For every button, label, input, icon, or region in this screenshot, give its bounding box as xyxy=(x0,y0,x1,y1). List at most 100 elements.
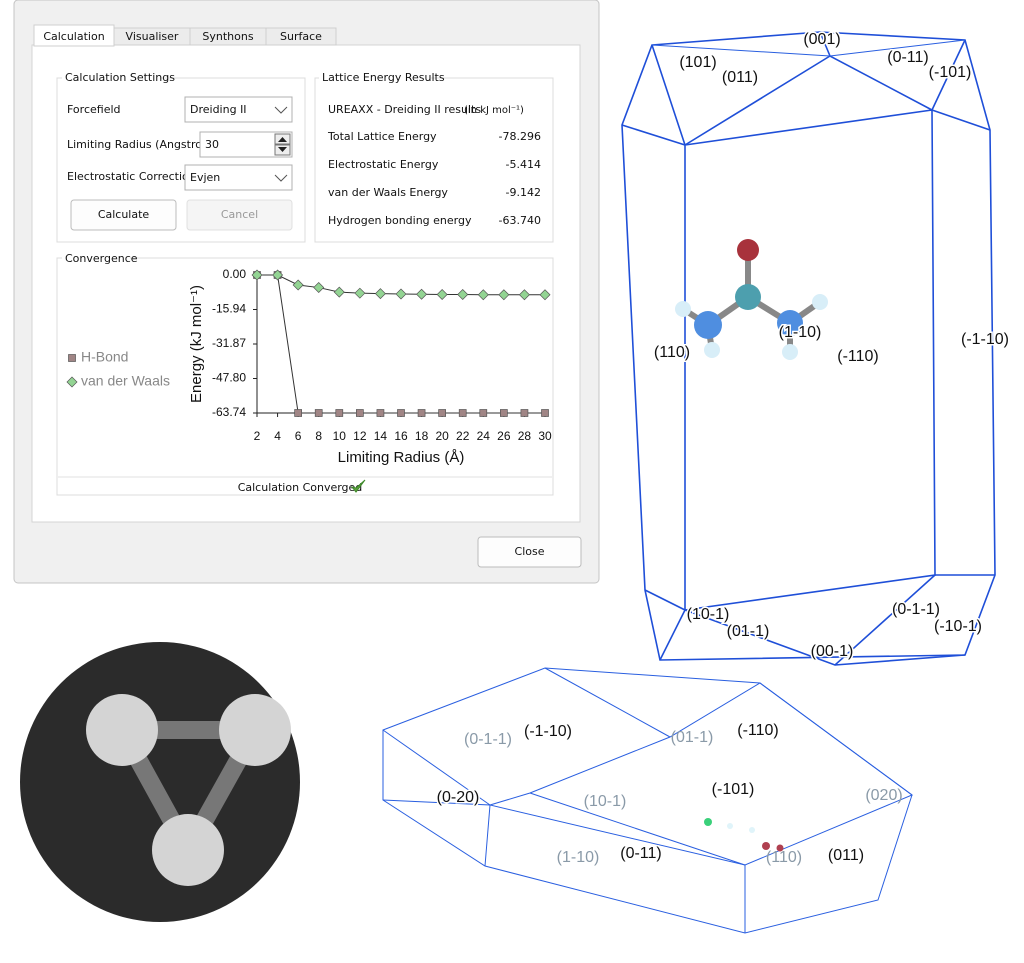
cancel-button[interactable] xyxy=(186,199,293,231)
group-title: Lattice Energy Results xyxy=(322,71,445,84)
check-icon xyxy=(350,479,366,493)
data-point xyxy=(376,409,385,417)
result-label: Hydrogen bonding energy xyxy=(328,214,472,227)
y-tick-label: -31.87 xyxy=(212,336,246,350)
face-label: (020) xyxy=(865,787,902,804)
group-title-bg xyxy=(319,72,431,84)
face-label: (01-1) xyxy=(727,623,770,640)
face-label: (1-10) xyxy=(779,324,822,341)
face-label: (110) xyxy=(766,849,802,866)
button-label: Calculate xyxy=(98,208,150,221)
data-point xyxy=(520,409,529,417)
crystal-edges xyxy=(382,667,746,933)
x-axis-title: Limiting Radius (Å) xyxy=(338,449,465,466)
combo-value: Evjen xyxy=(190,171,220,184)
data-point xyxy=(518,289,530,301)
atom-h xyxy=(812,294,828,310)
x-tick-label: 14 xyxy=(374,429,388,443)
atom-o xyxy=(737,239,759,261)
field-label: Forcefield xyxy=(67,103,121,116)
face-label: (-10-1) xyxy=(934,618,982,635)
result-label: Electrostatic Energy xyxy=(328,158,439,171)
data-point xyxy=(438,409,446,417)
x-tick-label: 4 xyxy=(274,429,281,443)
x-tick-label: 18 xyxy=(415,429,429,443)
data-point xyxy=(374,288,386,300)
face-labels: (0-1-1) (-1-10) (01-1) (-110) (-101) (0-20) (1… xyxy=(435,721,903,867)
x-tick-label: 12 xyxy=(353,429,367,443)
close-button[interactable] xyxy=(477,536,582,568)
group-title: Calculation Settings xyxy=(65,71,175,84)
correction-combo[interactable] xyxy=(184,164,293,191)
face-label: (10-1) xyxy=(687,606,730,623)
data-point xyxy=(500,409,508,417)
face-label: (-1-10) xyxy=(524,723,572,740)
logo-node xyxy=(86,694,158,766)
data-point xyxy=(479,409,488,417)
face-label: (0-1-1) xyxy=(464,731,512,748)
x-tick-label: 26 xyxy=(497,429,511,443)
face-label: (10-1) xyxy=(584,793,627,810)
data-point xyxy=(416,288,428,300)
crystal-bottom xyxy=(382,667,914,934)
atom-h xyxy=(704,342,720,358)
tab[interactable] xyxy=(265,27,337,46)
field-label: Electrostatic Correction xyxy=(67,170,196,183)
chevron xyxy=(274,174,288,182)
x-tick-label: 28 xyxy=(518,429,532,443)
x-tick-label: 20 xyxy=(435,429,449,443)
data-point xyxy=(458,409,467,417)
button-label: Cancel xyxy=(221,208,258,221)
field-label: Limiting Radius (Angstrom) xyxy=(67,138,217,151)
data-point xyxy=(477,289,489,301)
face-label: (0-11) xyxy=(620,845,662,862)
y-tick-label: -47.80 xyxy=(212,371,246,385)
data-point xyxy=(294,409,302,417)
convergence-chart: 0.00-15.94-31.87-47.80-63.742 4 6 8 10 12 14 16… xyxy=(66,267,552,466)
molecule-atom xyxy=(762,842,770,850)
data-point xyxy=(417,409,426,417)
face-label: (0-20) xyxy=(437,789,480,806)
data-point xyxy=(397,409,405,417)
x-tick-label: 22 xyxy=(456,429,470,443)
x-tick-label: 24 xyxy=(477,429,491,443)
data-point xyxy=(541,409,549,417)
x-tick-label: 10 xyxy=(333,429,347,443)
molecule-atom xyxy=(749,827,755,833)
data-point xyxy=(333,286,345,298)
atom-h xyxy=(782,344,798,360)
molecule-atom xyxy=(776,844,784,852)
face-label: (011) xyxy=(722,69,758,86)
spin-arrows xyxy=(278,137,287,152)
group-title: Convergence xyxy=(65,252,138,265)
crystal-outline xyxy=(621,31,996,661)
face-label: (-110) xyxy=(737,722,779,739)
logo-links xyxy=(106,721,271,869)
face-label: (1-10) xyxy=(557,849,600,866)
data-point xyxy=(498,289,510,301)
y-axis-title: Energy (kJ mol⁻¹) xyxy=(188,285,205,403)
calculate-button[interactable] xyxy=(70,199,177,231)
tab-label: Visualiser xyxy=(126,30,179,43)
data-point xyxy=(314,409,323,417)
face-label: (00-1) xyxy=(811,643,854,660)
face-label: (-110) xyxy=(837,348,879,365)
data-point xyxy=(539,289,551,301)
y-tick-label: 0.00 xyxy=(223,267,247,281)
data-point xyxy=(436,288,448,300)
convergence-group xyxy=(56,257,554,496)
legend-label: H-Bond xyxy=(81,349,128,365)
x-tick-label: 2 xyxy=(254,429,261,443)
results-units: (in kJ mol⁻¹) xyxy=(464,105,524,116)
result-value: -5.414 xyxy=(506,158,541,171)
status-text: Calculation Converged xyxy=(238,481,363,494)
app-logo xyxy=(20,642,300,922)
chevron xyxy=(274,106,288,114)
crystal-top xyxy=(621,31,996,666)
settings-group xyxy=(56,77,306,243)
face-labels: (001) (101) (011) (0-11)(-101) (110) (1-10) (-… xyxy=(652,30,1010,662)
x-tick-label: 8 xyxy=(315,429,322,443)
forcefield-combo[interactable] xyxy=(184,96,293,123)
molecule-atom xyxy=(727,823,733,829)
